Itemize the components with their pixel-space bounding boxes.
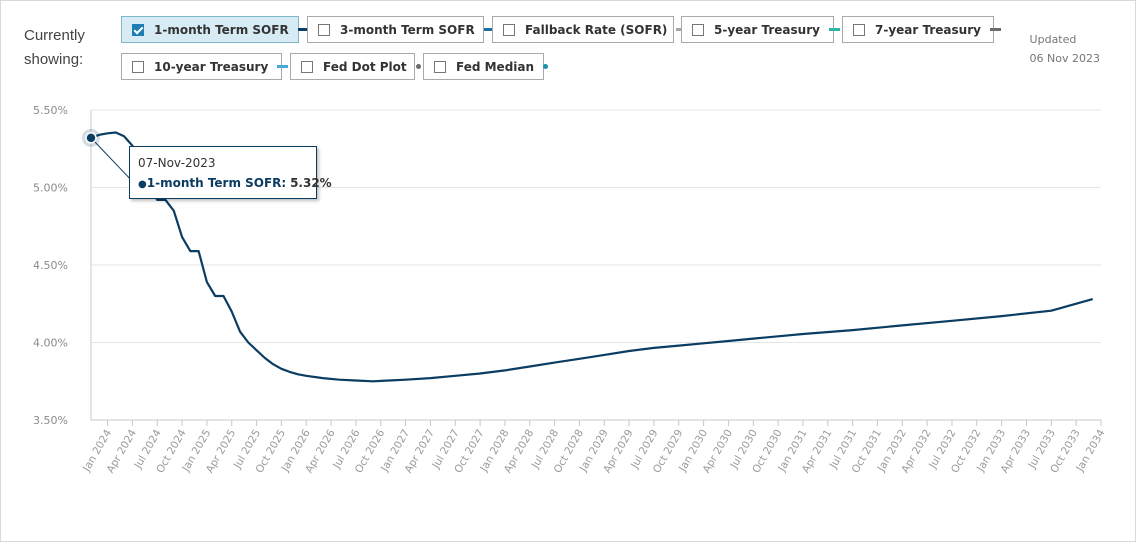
checkbox[interactable] xyxy=(132,23,144,36)
series-color-swatch xyxy=(543,64,549,69)
y-tick-label: 3.50% xyxy=(33,414,68,427)
checkbox[interactable] xyxy=(318,23,330,36)
y-tick-label: 5.00% xyxy=(33,182,68,195)
gridlines xyxy=(91,109,1101,421)
toggle-label: Fallback Rate (SOFR) xyxy=(525,22,668,37)
checkbox[interactable] xyxy=(503,23,515,36)
y-axis: 3.50% 4.00% 4.50% 5.00% 5.50% xyxy=(33,104,92,427)
toggle-fallback-rate-sofr[interactable]: Fallback Rate (SOFR) xyxy=(492,16,688,43)
toggle-label: 3-month Term SOFR xyxy=(340,22,475,37)
toggle-fed-dot-plot[interactable]: Fed Dot Plot xyxy=(290,53,421,80)
tooltip-series-name: 1-month Term SOFR: xyxy=(146,176,287,190)
toggle-label: 1-month Term SOFR xyxy=(154,22,289,37)
y-tick-label: 4.50% xyxy=(33,259,68,272)
toggle-label: Fed Median xyxy=(456,59,535,74)
toggle-label: 10-year Treasury xyxy=(154,59,269,74)
toggle-10-year-treasury[interactable]: 10-year Treasury xyxy=(121,53,289,80)
series-color-swatch xyxy=(277,65,289,68)
toggle-1-month-term-sofr[interactable]: 1-month Term SOFR xyxy=(121,16,309,43)
series-color-swatch xyxy=(483,28,495,31)
tooltip-row: ●1-month Term SOFR: 5.32% xyxy=(138,173,332,195)
checkbox[interactable] xyxy=(853,23,865,36)
checkbox[interactable] xyxy=(132,60,144,73)
toggle-5-year-treasury[interactable]: 5-year Treasury xyxy=(681,16,840,43)
toggle-label: 5-year Treasury xyxy=(714,22,820,37)
series-lines xyxy=(90,131,1093,383)
toggle-label: 7-year Treasury xyxy=(875,22,981,37)
highlight-point xyxy=(85,132,97,144)
series-dot-icon: ● xyxy=(138,179,147,190)
updated-label: Updated xyxy=(1029,33,1077,46)
toggle-label: Fed Dot Plot xyxy=(323,59,407,74)
highlight-marker xyxy=(82,128,100,147)
series-color-swatch xyxy=(415,64,421,69)
checkbox[interactable] xyxy=(692,23,704,36)
series-line-1-month-term-sofr xyxy=(90,131,1093,383)
toggle-3-month-term-sofr[interactable]: 3-month Term SOFR xyxy=(307,16,495,43)
data-tooltip: 07-Nov-2023 ●1-month Term SOFR: 5.32% xyxy=(129,146,332,199)
updated-date: 06 Nov 2023 xyxy=(1029,52,1100,65)
checkbox[interactable] xyxy=(434,60,446,73)
y-tick-label: 4.00% xyxy=(33,337,68,350)
series-color-swatch xyxy=(989,28,1001,31)
toggle-7-year-treasury[interactable]: 7-year Treasury xyxy=(842,16,1001,43)
tooltip-value: 5.32% xyxy=(290,176,332,190)
series-color-swatch xyxy=(297,28,309,31)
toggle-fed-median[interactable]: Fed Median xyxy=(423,53,549,80)
y-tick-label: 5.50% xyxy=(33,104,68,117)
tooltip-connector xyxy=(90,137,136,185)
series-color-swatch xyxy=(828,28,840,31)
updated-info: Updated 06 Nov 2023 xyxy=(1030,30,1100,68)
checkbox[interactable] xyxy=(301,60,313,73)
tooltip-date: 07-Nov-2023 xyxy=(138,156,216,170)
currently-showing-label: Currently showing: xyxy=(24,27,85,68)
